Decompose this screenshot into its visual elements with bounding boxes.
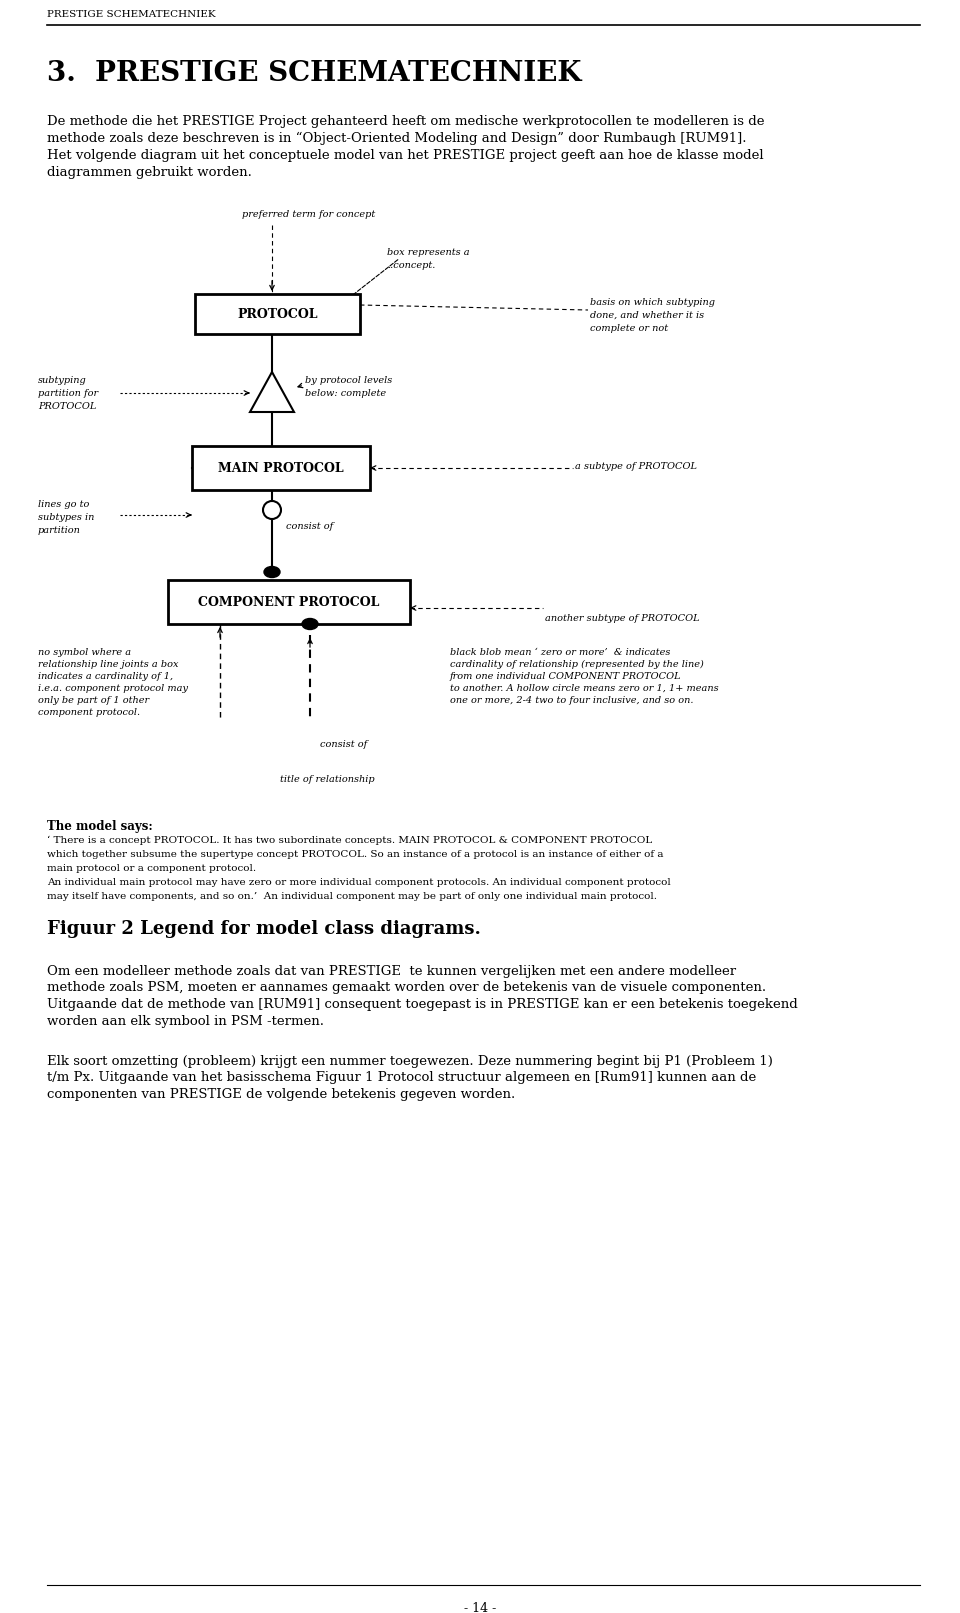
Text: Figuur 2 Legend for model class diagrams.: Figuur 2 Legend for model class diagrams… — [47, 919, 481, 939]
Text: from one individual COMPONENT PROTOCOL: from one individual COMPONENT PROTOCOL — [450, 673, 682, 681]
Text: by protocol levels: by protocol levels — [305, 376, 393, 386]
Text: - 14 -: - 14 - — [464, 1602, 496, 1613]
Text: component protocol.: component protocol. — [38, 708, 140, 718]
Ellipse shape — [302, 618, 318, 629]
Ellipse shape — [264, 566, 280, 577]
Text: another subtype of PROTOCOL: another subtype of PROTOCOL — [545, 615, 700, 623]
Text: a subtype of PROTOCOL: a subtype of PROTOCOL — [575, 461, 697, 471]
Bar — [168, 581, 410, 624]
Text: subtyping: subtyping — [38, 376, 86, 386]
Text: title of relationship: title of relationship — [280, 774, 374, 784]
Text: partition for: partition for — [38, 389, 98, 398]
Text: PROTOCOL: PROTOCOL — [38, 402, 96, 411]
Text: PRESTIGE SCHEMATECHNIEK: PRESTIGE SCHEMATECHNIEK — [47, 10, 216, 19]
Text: main protocol or a component protocol.: main protocol or a component protocol. — [47, 865, 256, 873]
Text: 3.  PRESTIGE SCHEMATECHNIEK: 3. PRESTIGE SCHEMATECHNIEK — [47, 60, 582, 87]
Text: preferred term for concept: preferred term for concept — [242, 210, 375, 219]
Text: Het volgende diagram uit het conceptuele model van het PRESTIGE project geeft aa: Het volgende diagram uit het conceptuele… — [47, 148, 763, 161]
Text: basis on which subtyping: basis on which subtyping — [590, 298, 715, 306]
Text: De methode die het PRESTIGE Project gehanteerd heeft om medische werkprotocollen: De methode die het PRESTIGE Project geha… — [47, 115, 764, 127]
Bar — [192, 447, 370, 490]
Text: black blob mean ‘ zero or more’  & indicates: black blob mean ‘ zero or more’ & indica… — [450, 648, 670, 656]
Text: below: complete: below: complete — [305, 389, 386, 398]
Text: ..concept.: ..concept. — [387, 261, 436, 269]
Text: PROTOCOL: PROTOCOL — [237, 308, 318, 321]
Text: relationship line joints a box: relationship line joints a box — [38, 660, 179, 669]
Text: diagrammen gebruikt worden.: diagrammen gebruikt worden. — [47, 166, 252, 179]
Text: subtypes in: subtypes in — [38, 513, 94, 523]
Text: The model says:: The model says: — [47, 819, 153, 832]
Text: methode zoals deze beschreven is in “Object-Oriented Modeling and Design” door R: methode zoals deze beschreven is in “Obj… — [47, 132, 747, 145]
Circle shape — [263, 502, 281, 519]
Text: methode zoals PSM, moeten er aannames gemaakt worden over de betekenis van de vi: methode zoals PSM, moeten er aannames ge… — [47, 981, 766, 995]
Text: which together subsume the supertype concept PROTOCOL. So an instance of a proto: which together subsume the supertype con… — [47, 850, 663, 860]
Text: t/m Px. Uitgaande van het basisschema Figuur 1 Protocol structuur algemeen en [R: t/m Px. Uitgaande van het basisschema Fi… — [47, 1071, 756, 1084]
Text: to another. A hollow circle means zero or 1, 1+ means: to another. A hollow circle means zero o… — [450, 684, 719, 694]
Text: one or more, 2-4 two to four inclusive, and so on.: one or more, 2-4 two to four inclusive, … — [450, 695, 693, 705]
Text: indicates a cardinality of 1,: indicates a cardinality of 1, — [38, 673, 173, 681]
Polygon shape — [250, 373, 294, 411]
Text: Uitgaande dat de methode van [RUM91] consequent toegepast is in PRESTIGE kan er : Uitgaande dat de methode van [RUM91] con… — [47, 998, 798, 1011]
Text: An individual main protocol may have zero or more individual component protocols: An individual main protocol may have zer… — [47, 877, 671, 887]
Text: done, and whether it is: done, and whether it is — [590, 311, 704, 319]
Text: consist of: consist of — [320, 740, 368, 748]
Text: Om een modelleer methode zoals dat van PRESTIGE  te kunnen vergelijken met een a: Om een modelleer methode zoals dat van P… — [47, 965, 736, 977]
Text: box represents a: box represents a — [387, 248, 469, 256]
Text: Elk soort omzetting (probleem) krijgt een nummer toegewezen. Deze nummering begi: Elk soort omzetting (probleem) krijgt ee… — [47, 1055, 773, 1068]
Text: ‘ There is a concept PROTOCOL. It has two subordinate concepts. MAIN PROTOCOL & : ‘ There is a concept PROTOCOL. It has tw… — [47, 836, 652, 845]
Text: componenten van PRESTIGE de volgende betekenis gegeven worden.: componenten van PRESTIGE de volgende bet… — [47, 1089, 516, 1102]
Text: complete or not: complete or not — [590, 324, 668, 332]
Text: worden aan elk symbool in PSM -termen.: worden aan elk symbool in PSM -termen. — [47, 1015, 324, 1027]
Bar — [195, 294, 360, 334]
Text: i.e.a. component protocol may: i.e.a. component protocol may — [38, 684, 188, 694]
Text: only be part of 1 other: only be part of 1 other — [38, 695, 149, 705]
Text: may itself have components, and so on.’  An individual component may be part of : may itself have components, and so on.’ … — [47, 892, 657, 902]
Text: lines go to: lines go to — [38, 500, 89, 510]
Text: cardinality of relationship (represented by the line): cardinality of relationship (represented… — [450, 660, 704, 669]
Text: COMPONENT PROTOCOL: COMPONENT PROTOCOL — [199, 595, 380, 608]
Text: partition: partition — [38, 526, 81, 536]
Text: MAIN PROTOCOL: MAIN PROTOCOL — [218, 461, 344, 474]
Text: no symbol where a: no symbol where a — [38, 648, 132, 656]
Text: consist of: consist of — [286, 523, 333, 531]
